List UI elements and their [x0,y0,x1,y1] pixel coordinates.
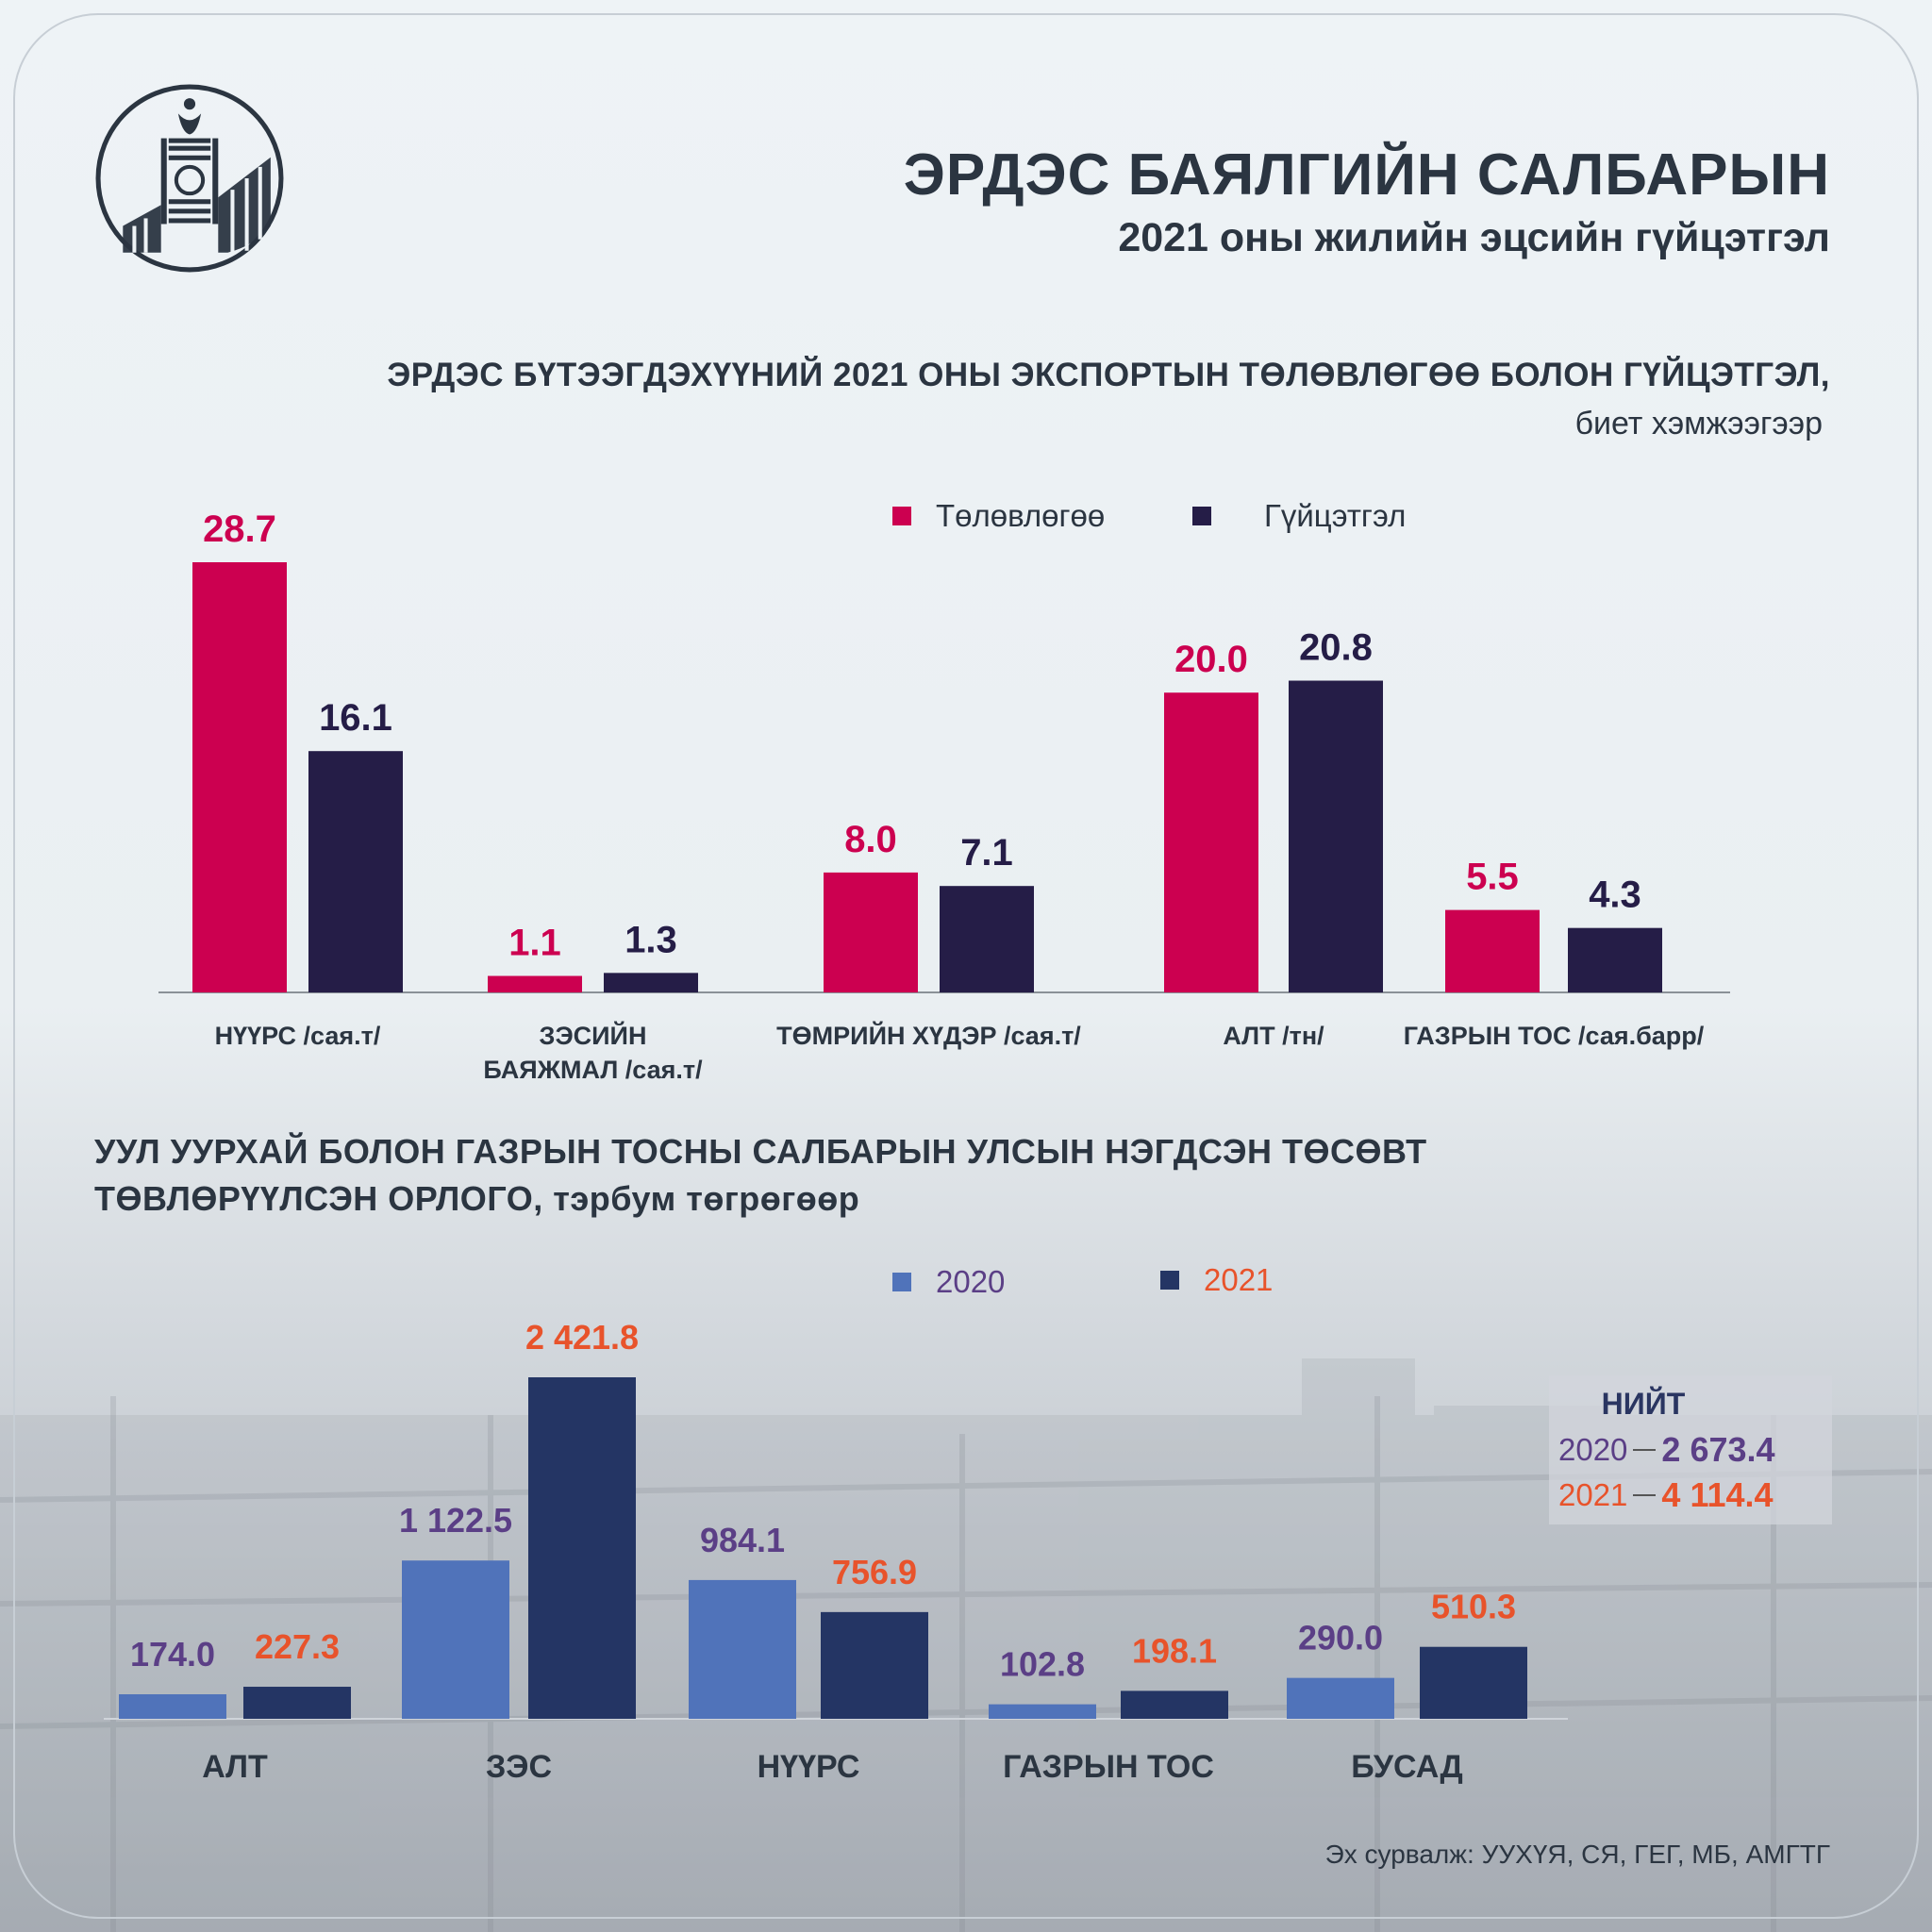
chart1-category-label: НҮҮРС /сая.т/ [215,1022,381,1050]
chart2-category-label: ЗЭС [486,1749,552,1785]
chart2-bar [1420,1646,1527,1719]
chart1-category-label: ТӨМРИЙН ХҮДЭР /сая.т/ [776,1021,1081,1050]
chart1-bar [488,975,582,992]
chart2-data-label: 102.8 [1000,1645,1085,1684]
chart2-category-label: НҮҮРС [758,1749,860,1785]
chart2-data-label: 1 122.5 [399,1501,512,1540]
totals-title: НИЙТ [1601,1387,1686,1421]
chart1-bar [1568,927,1662,992]
chart1-bar [604,973,698,992]
chart1-bar [1164,692,1258,992]
chart1-data-label: 5.5 [1466,857,1519,898]
chart1-bar [824,872,918,992]
chart2-data-label: 290.0 [1298,1619,1383,1657]
chart1-category-label: АЛТ /тн/ [1223,1022,1324,1050]
chart2-legend-2021: 2021 [1160,1262,1273,1298]
legend-swatch-2021 [1160,1271,1179,1290]
chart1-data-label: 4.3 [1589,874,1641,916]
totals-dash [1633,1449,1657,1451]
source-note: Эх сурвалж: УУХҮЯ, СЯ, ГЕГ, МБ, АМГТГ [1324,1840,1830,1869]
chart2-category-label: АЛТ [202,1749,268,1785]
chart1-data-label: 28.7 [203,508,276,550]
chart2-bar [1121,1690,1228,1719]
chart2-bar [243,1687,351,1719]
legend-label-plan: Төлөвлөгөө [936,498,1106,533]
chart1-legend-actual: Гүйцэтгэл [1192,498,1406,534]
legend-swatch-actual [1192,507,1211,525]
ministry-logo-icon [95,84,284,273]
chart2-bar [821,1611,928,1719]
page-subtitle: 2021 оны жилийн эцсийн гүйцэтгэл [1118,215,1830,260]
legend-swatch-2020 [892,1273,911,1291]
chart2-data-label: 227.3 [255,1627,340,1666]
chart2-title: УУЛ УУРХАЙ БОЛОН ГАЗРЫН ТОСНЫ САЛБАРЫН У… [94,1132,1427,1218]
chart2-category-label: ГАЗРЫН ТОС [1003,1749,1214,1785]
chart1-data-label: 1.1 [508,923,561,964]
chart1-title: ЭРДЭС БҮТЭЭГДЭХҮҮНИЙ 2021 ОНЫ ЭКСПОРТЫН … [387,357,1830,393]
chart2-data-label: 198.1 [1132,1631,1217,1670]
chart1-legend-plan: Төлөвлөгөө [892,498,1105,534]
totals-dash [1633,1494,1657,1496]
legend-label-2021: 2021 [1204,1262,1274,1297]
chart2-data-label: 174.0 [130,1635,215,1674]
chart2-data-label: 984.1 [700,1521,785,1559]
legend-label-2020: 2020 [936,1264,1006,1299]
chart1-subtitle: биет хэмжээгээр [1574,406,1823,441]
chart1-data-label: 1.3 [625,919,677,960]
chart2-bar [689,1579,796,1719]
page-frame [13,13,1919,1919]
chart2-category-label: БУСАД [1351,1749,1463,1785]
chart1-data-label: 20.8 [1299,627,1373,669]
chart2-bar [528,1377,636,1719]
totals-value-2020: 2 673.4 [1661,1430,1775,1469]
totals-value-2021: 4 114.4 [1661,1475,1774,1514]
totals-row-2020: 2020 2 673.4 [1558,1430,1775,1470]
legend-swatch-plan [892,507,911,525]
chart1-data-label: 16.1 [319,697,392,739]
totals-year-2020: 2020 [1558,1432,1628,1467]
chart1-bar [940,886,1034,992]
chart1-data-label: 20.0 [1174,639,1248,680]
chart1-bar [1445,909,1540,992]
chart2-bar [1287,1677,1394,1719]
totals-year-2021: 2021 [1558,1477,1628,1512]
chart2-bar [402,1560,509,1719]
chart1-bar [308,751,403,992]
chart1-bar [192,562,287,992]
chart2-data-label: 510.3 [1431,1588,1516,1626]
totals-row-2021: 2021 4 114.4 [1558,1475,1774,1515]
chart2-bar [989,1704,1096,1719]
chart1-bar [1289,680,1383,992]
legend-label-actual: Гүйцэтгэл [1264,498,1407,533]
chart1-category-label: ЗЭСИЙН [540,1021,647,1050]
page-title: ЭРДЭС БАЯЛГИЙН САЛБАРЫН [903,142,1830,208]
chart2-bar [119,1693,226,1719]
chart1-category-label: БАЯЖМАЛ /сая.т/ [483,1056,703,1084]
chart1-category-label: ГАЗРЫН ТОС /сая.барр/ [1404,1022,1705,1050]
chart1-data-label: 7.1 [960,832,1013,874]
chart1-data-label: 8.0 [844,819,897,860]
chart2-data-label: 756.9 [832,1553,917,1591]
totals-box: НИЙТ 2020 2 673.4 2021 4 114.4 [1549,1375,1832,1524]
chart2-legend-2020: 2020 [892,1264,1005,1300]
chart2-data-label: 2 421.8 [525,1318,639,1357]
